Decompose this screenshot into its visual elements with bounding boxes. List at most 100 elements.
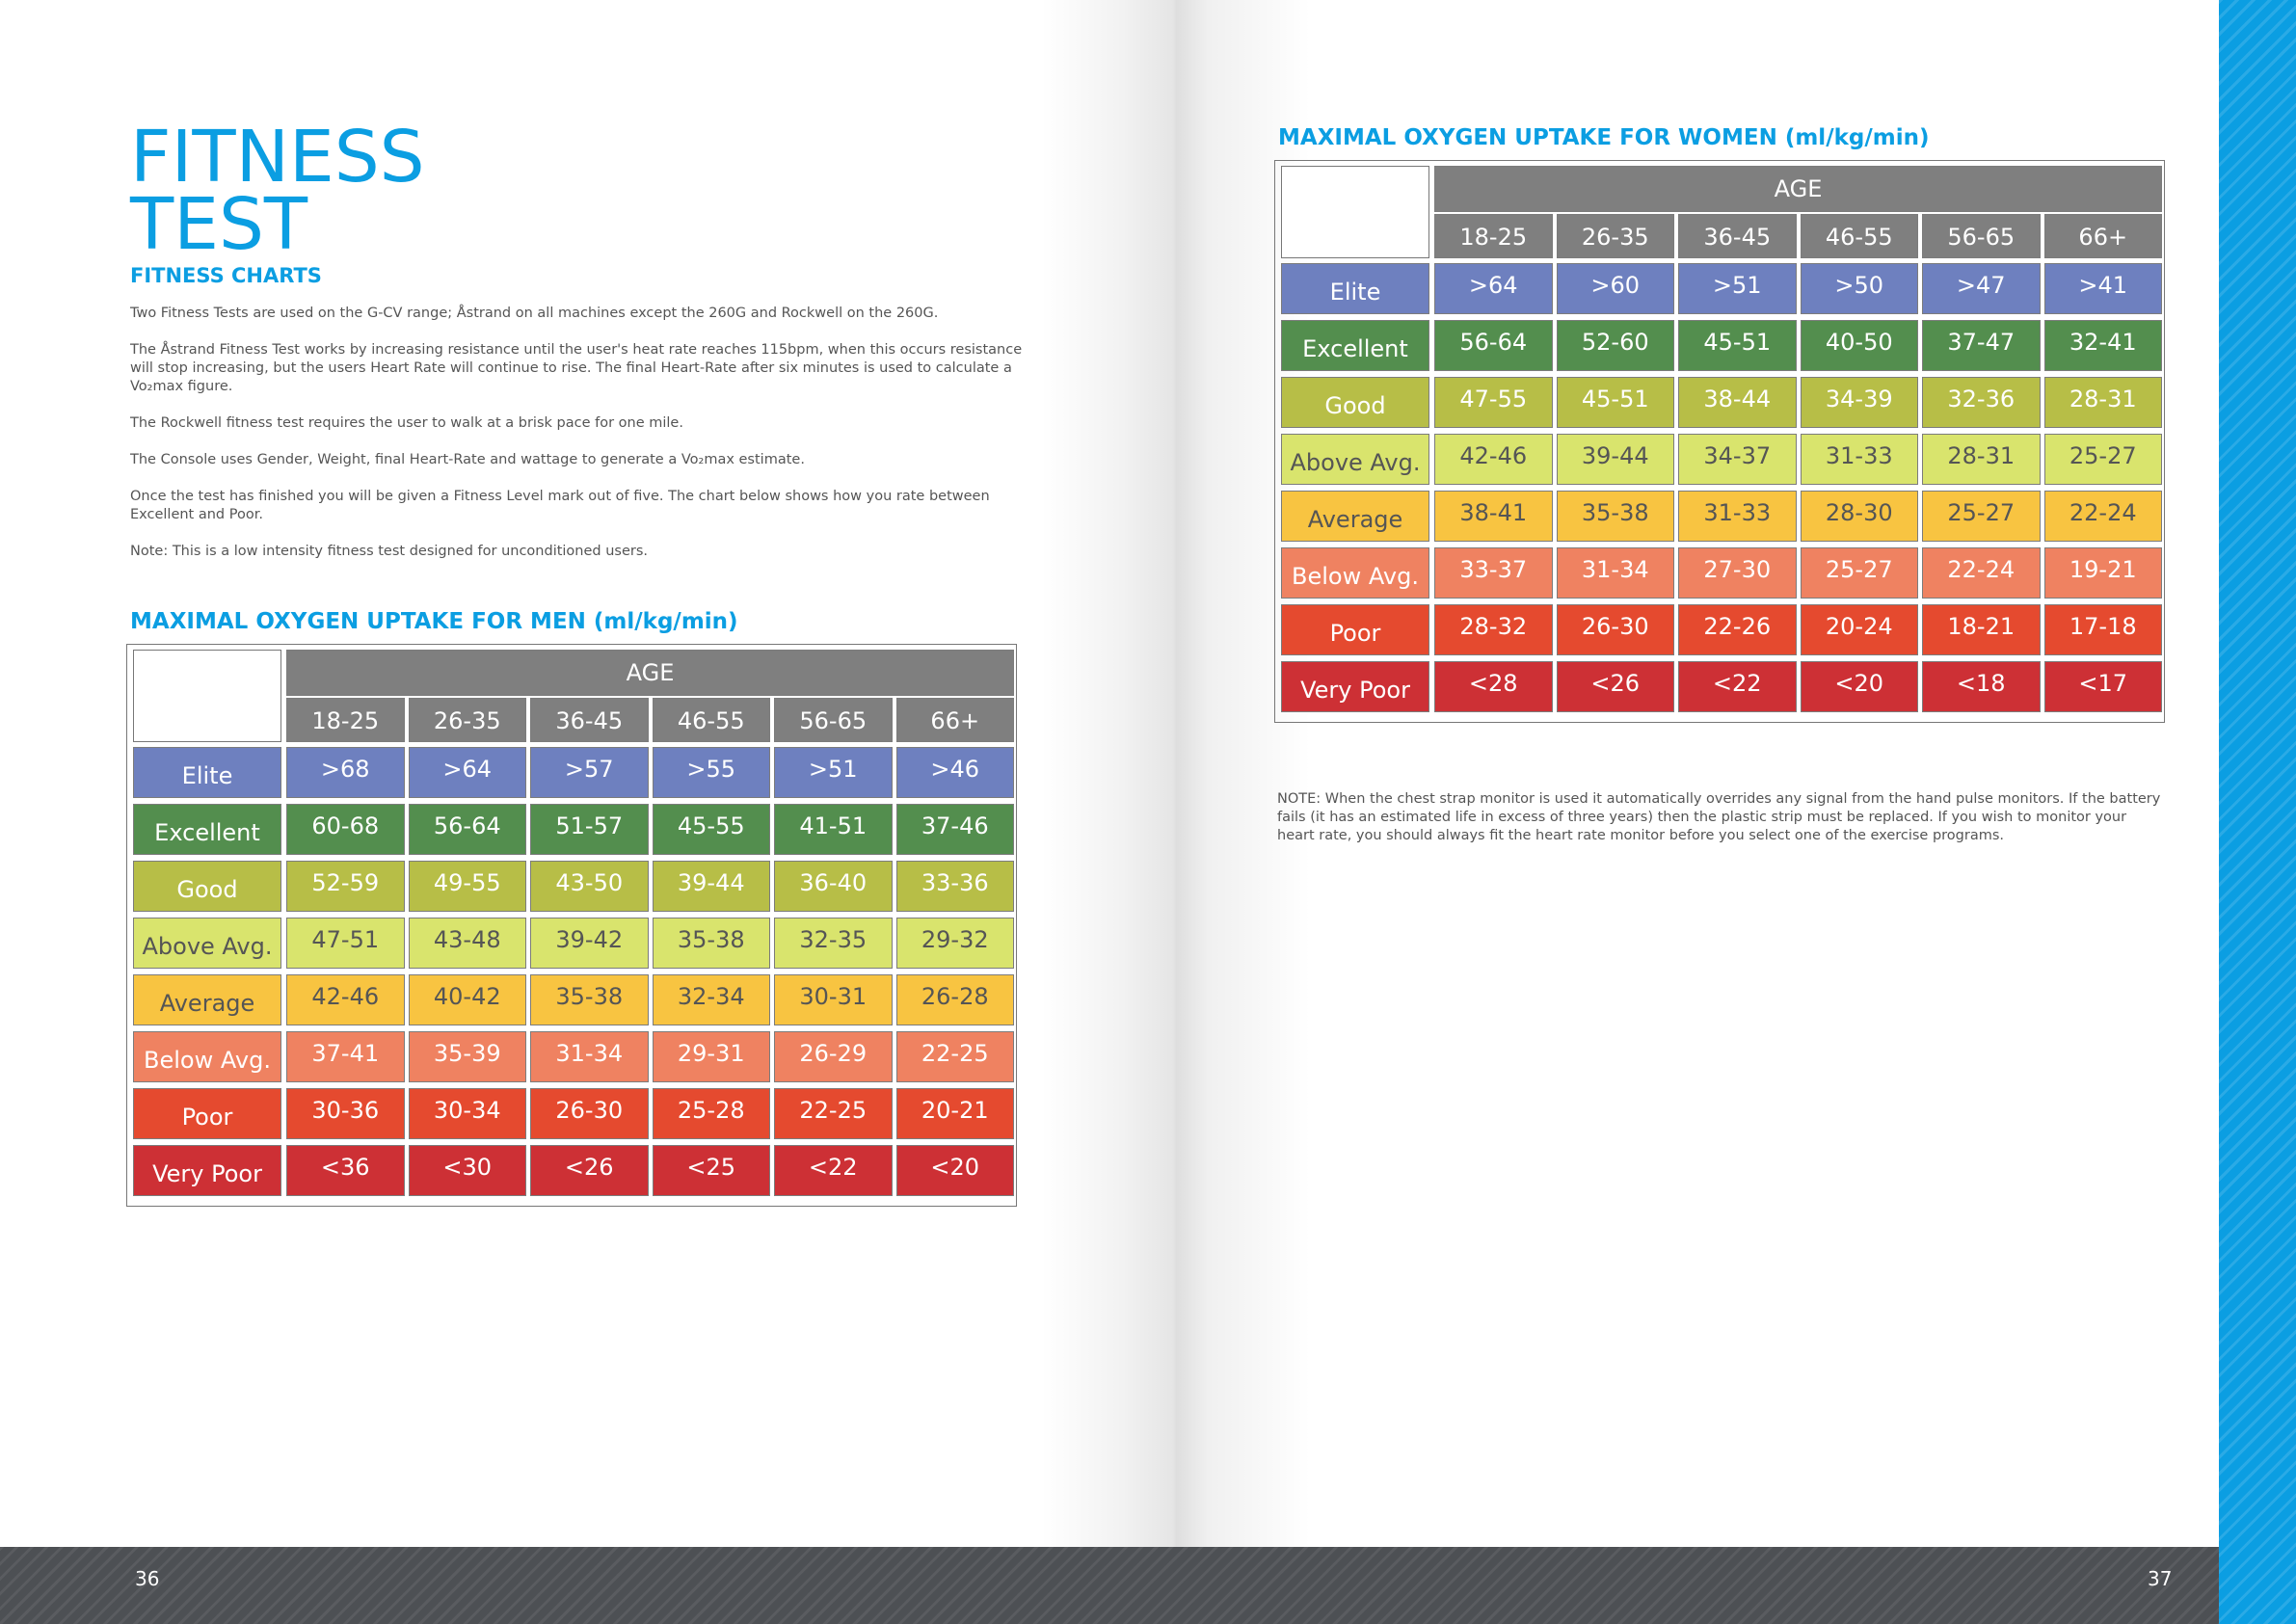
side-accent-strip	[2219, 0, 2296, 1624]
intro-paragraph-5: Once the test has finished you will be g…	[130, 489, 990, 522]
men-value-cell: 60-68	[286, 804, 405, 855]
men-value-cell: <26	[530, 1145, 649, 1196]
title-line-2: TEST	[130, 183, 308, 266]
women-age-column-1: 18-25	[1434, 214, 1553, 258]
women-value-cell: 38-44	[1678, 377, 1797, 428]
women-value-cell: >60	[1556, 263, 1674, 314]
men-value-cell: 20-21	[895, 1088, 1014, 1139]
men-value-cell: >46	[895, 747, 1014, 798]
men-rating-label-8: Very Poor	[133, 1145, 281, 1196]
men-value-cell: >55	[652, 747, 770, 798]
book-spine-shadow	[1041, 0, 1311, 1547]
men-value-cell: 35-39	[408, 1031, 526, 1082]
women-value-cell: 45-51	[1678, 320, 1797, 371]
men-value-cell: 56-64	[408, 804, 526, 855]
men-age-column-3: 36-45	[530, 698, 649, 742]
men-value-cell: 32-35	[774, 918, 893, 969]
women-value-cell: 28-31	[2043, 377, 2162, 428]
intro-paragraph-1: Two Fitness Tests are used on the G-CV r…	[130, 306, 939, 321]
women-value-cell: 38-41	[1434, 491, 1553, 542]
women-rating-label-8: Very Poor	[1281, 661, 1429, 712]
intro-paragraph-3: The Rockwell fitness test requires the u…	[130, 415, 683, 431]
men-value-cell: 22-25	[774, 1088, 893, 1139]
men-rating-label-3: Good	[133, 861, 281, 912]
women-age-header: AGE	[1434, 166, 2162, 212]
women-value-cell: <17	[2043, 661, 2162, 712]
women-age-column-6: 66+	[2043, 214, 2162, 258]
women-value-cell: 28-32	[1434, 604, 1553, 655]
men-value-cell: 49-55	[408, 861, 526, 912]
men-value-cell: 35-38	[652, 918, 770, 969]
men-age-column-4: 46-55	[652, 698, 770, 742]
women-value-cell: 31-33	[1800, 434, 1918, 485]
women-table-heading: MAXIMAL OXYGEN UPTAKE FOR WOMEN (ml/kg/m…	[1278, 125, 1930, 150]
page-title: FITNESS TEST	[130, 116, 425, 266]
women-value-cell: 25-27	[1800, 547, 1918, 599]
men-value-cell: <20	[895, 1145, 1014, 1196]
men-value-cell: 41-51	[774, 804, 893, 855]
women-value-cell: 27-30	[1678, 547, 1797, 599]
women-value-cell: 31-34	[1556, 547, 1674, 599]
men-rating-label-1: Elite	[133, 747, 281, 798]
men-value-cell: 51-57	[530, 804, 649, 855]
women-value-cell: <22	[1678, 661, 1797, 712]
men-value-cell: >51	[774, 747, 893, 798]
men-value-cell: 26-30	[530, 1088, 649, 1139]
women-rating-label-1: Elite	[1281, 263, 1429, 314]
men-value-cell: 37-41	[286, 1031, 405, 1082]
men-age-column-1: 18-25	[286, 698, 405, 742]
women-age-column-2: 26-35	[1556, 214, 1674, 258]
women-age-column-3: 36-45	[1678, 214, 1797, 258]
men-value-cell: <30	[408, 1145, 526, 1196]
title-line-1: FITNESS	[130, 116, 425, 199]
men-table-corner	[133, 650, 281, 742]
men-value-cell: 43-50	[530, 861, 649, 912]
men-value-cell: 33-36	[895, 861, 1014, 912]
men-value-cell: 30-36	[286, 1088, 405, 1139]
intro-text: Two Fitness Tests are used on the G-CV r…	[130, 305, 1027, 579]
women-value-cell: 22-26	[1678, 604, 1797, 655]
men-value-cell: 30-34	[408, 1088, 526, 1139]
men-age-column-5: 56-65	[774, 698, 893, 742]
women-age-column-4: 46-55	[1800, 214, 1918, 258]
women-value-cell: 19-21	[2043, 547, 2162, 599]
page-number-right: 37	[2148, 1567, 2173, 1590]
men-rating-label-4: Above Avg.	[133, 918, 281, 969]
women-vo2max-table: AGE 18-25 26-35 36-45 46-55 56-65 66+ Elite >64 >…	[1274, 160, 2165, 723]
women-value-cell: 17-18	[2043, 604, 2162, 655]
section-subtitle: FITNESS CHARTS	[130, 264, 322, 287]
women-value-cell: 32-41	[2043, 320, 2162, 371]
men-value-cell: <36	[286, 1145, 405, 1196]
women-value-cell: 25-27	[2043, 434, 2162, 485]
men-rating-label-2: Excellent	[133, 804, 281, 855]
women-value-cell: 20-24	[1800, 604, 1918, 655]
men-value-cell: <22	[774, 1145, 893, 1196]
intro-paragraph-4: The Console uses Gender, Weight, final H…	[130, 452, 805, 467]
women-value-cell: 45-51	[1556, 377, 1674, 428]
men-age-column-2: 26-35	[408, 698, 526, 742]
men-value-cell: 29-32	[895, 918, 1014, 969]
footer-bar	[0, 1547, 2219, 1624]
women-value-cell: 34-39	[1800, 377, 1918, 428]
men-value-cell: 26-29	[774, 1031, 893, 1082]
women-value-cell: <18	[1922, 661, 2041, 712]
men-value-cell: 39-42	[530, 918, 649, 969]
page-number-left: 36	[135, 1567, 160, 1590]
women-value-cell: <28	[1434, 661, 1553, 712]
women-value-cell: 33-37	[1434, 547, 1553, 599]
women-table-corner	[1281, 166, 1429, 258]
men-value-cell: >68	[286, 747, 405, 798]
women-value-cell: 22-24	[2043, 491, 2162, 542]
men-value-cell: >64	[408, 747, 526, 798]
men-value-cell: 52-59	[286, 861, 405, 912]
women-value-cell: 42-46	[1434, 434, 1553, 485]
women-value-cell: >64	[1434, 263, 1553, 314]
men-value-cell: 47-51	[286, 918, 405, 969]
men-value-cell: 45-55	[652, 804, 770, 855]
men-value-cell: 26-28	[895, 974, 1014, 1025]
heart-rate-note: NOTE: When the chest strap monitor is us…	[1277, 791, 2161, 843]
women-rating-label-5: Average	[1281, 491, 1429, 542]
men-value-cell: 43-48	[408, 918, 526, 969]
women-age-column-5: 56-65	[1922, 214, 2041, 258]
men-value-cell: 25-28	[652, 1088, 770, 1139]
